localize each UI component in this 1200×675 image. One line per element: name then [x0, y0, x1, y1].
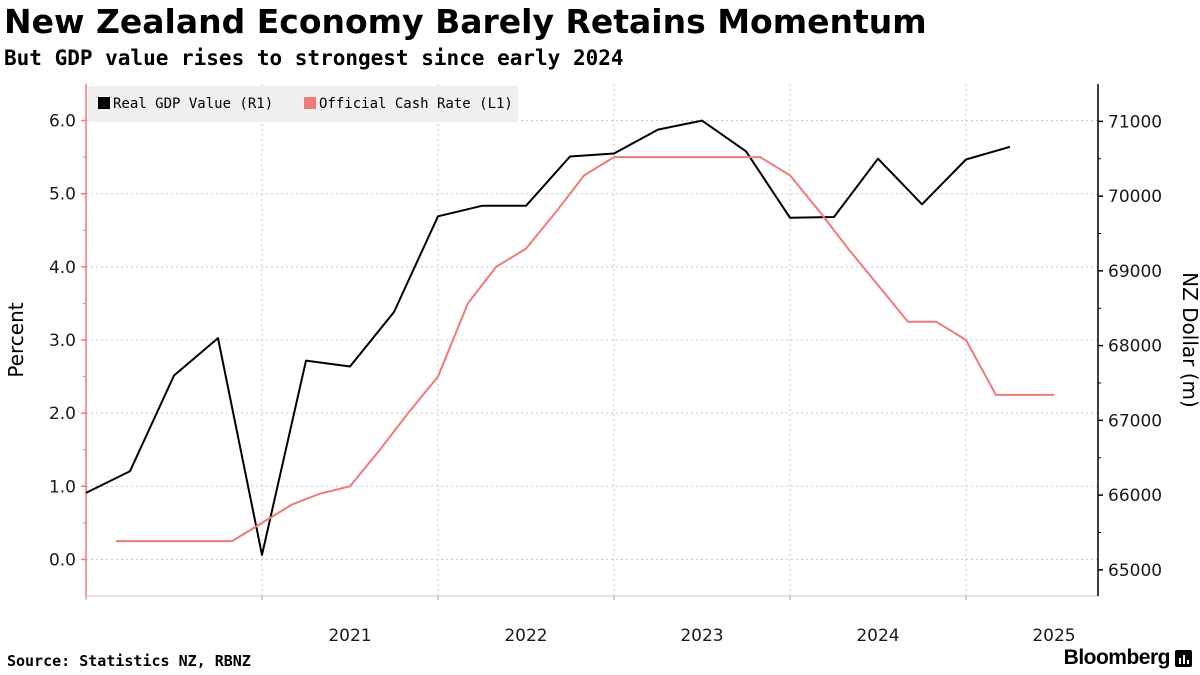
- data-point-ocr: [1053, 394, 1055, 396]
- right-tick-label: 71000: [1108, 112, 1162, 132]
- data-point-gdp: [305, 360, 307, 362]
- legend-swatch: [98, 97, 110, 109]
- left-tick-label: 5.0: [49, 185, 76, 205]
- right-tick-label: 70000: [1108, 187, 1162, 207]
- data-point-ocr: [877, 284, 879, 286]
- data-point-gdp: [217, 337, 219, 339]
- data-point-gdp: [701, 120, 703, 122]
- right-axis-label: NZ Dollar (m): [1178, 272, 1200, 408]
- left-tick-label: 4.0: [49, 258, 76, 278]
- data-point-gdp: [481, 205, 483, 207]
- data-point-ocr: [759, 156, 761, 158]
- data-point-ocr: [671, 156, 673, 158]
- data-point-gdp: [789, 217, 791, 219]
- brand-name: Bloomberg: [1063, 646, 1171, 669]
- data-point-ocr: [115, 540, 117, 542]
- data-point-ocr: [495, 266, 497, 268]
- series-line-ocr: [115, 156, 1054, 543]
- data-point-ocr: [847, 248, 849, 250]
- data-point-ocr: [907, 321, 909, 323]
- data-point-ocr: [231, 540, 233, 542]
- legend-label: Real GDP Value (R1): [113, 96, 273, 112]
- data-point-ocr: [965, 339, 967, 341]
- data-point-gdp: [85, 492, 87, 494]
- legend-swatch: [304, 97, 316, 109]
- right-tick-label: 65000: [1108, 561, 1162, 581]
- right-tick-label: 68000: [1108, 337, 1162, 357]
- data-point-ocr: [407, 412, 409, 414]
- right-tick-label: 66000: [1108, 486, 1162, 506]
- data-point-gdp: [393, 311, 395, 313]
- data-point-ocr: [203, 540, 205, 542]
- data-point-ocr: [173, 540, 175, 542]
- data-point-ocr: [525, 248, 527, 250]
- data-point-gdp: [129, 470, 131, 472]
- right-tick-label: 69000: [1108, 262, 1162, 282]
- data-point-ocr: [789, 174, 791, 176]
- data-point-ocr: [143, 540, 145, 542]
- data-point-gdp: [525, 205, 527, 207]
- data-point-gdp: [569, 156, 571, 158]
- x-tick-label: 2023: [680, 626, 723, 646]
- left-axis-label: Percent: [4, 302, 28, 377]
- data-point-ocr: [379, 449, 381, 451]
- data-point-ocr: [291, 504, 293, 506]
- left-tick-label: 1.0: [49, 477, 76, 497]
- data-point-ocr: [701, 156, 703, 158]
- data-point-gdp: [437, 215, 439, 217]
- legend-box: [88, 86, 518, 122]
- data-point-ocr: [643, 156, 645, 158]
- series-line-gdp: [85, 119, 1011, 556]
- data-point-ocr: [555, 211, 557, 213]
- source-note: Source: Statistics NZ, RBNZ: [7, 652, 251, 670]
- x-tick-label: 2025: [1032, 626, 1075, 646]
- data-point-ocr: [935, 321, 937, 323]
- x-tick-label: 2022: [504, 626, 547, 646]
- data-point-gdp: [877, 158, 879, 160]
- left-tick-label: 2.0: [49, 404, 76, 424]
- left-tick-label: 3.0: [49, 331, 76, 351]
- x-tick-label: 2021: [328, 626, 371, 646]
- x-tick-label: 2024: [856, 626, 899, 646]
- data-point-gdp: [261, 554, 263, 556]
- left-tick-label: 6.0: [49, 112, 76, 132]
- data-point-gdp: [173, 375, 175, 377]
- data-point-ocr: [613, 156, 615, 158]
- data-point-gdp: [745, 150, 747, 152]
- legend-label: Official Cash Rate (L1): [319, 96, 513, 112]
- bloomberg-terminal-icon: [1175, 649, 1192, 667]
- left-tick-label: 0.0: [49, 550, 76, 570]
- brand-logo: Bloomberg: [1064, 646, 1192, 670]
- data-point-gdp: [657, 129, 659, 131]
- data-point-ocr: [319, 493, 321, 495]
- chart-title: New Zealand Economy Barely Retains Momen…: [4, 2, 927, 41]
- data-point-ocr: [583, 174, 585, 176]
- data-point-ocr: [731, 156, 733, 158]
- right-tick-label: 67000: [1108, 411, 1162, 431]
- data-point-ocr: [437, 376, 439, 378]
- data-point-ocr: [261, 522, 263, 524]
- data-point-gdp: [921, 203, 923, 205]
- data-point-gdp: [965, 159, 967, 161]
- chart-subtitle: But GDP value rises to strongest since e…: [4, 46, 624, 70]
- data-point-gdp: [833, 216, 835, 218]
- data-point-ocr: [819, 211, 821, 213]
- data-point-gdp: [1009, 146, 1011, 148]
- data-point-ocr: [349, 485, 351, 487]
- data-point-gdp: [349, 366, 351, 368]
- data-point-ocr: [995, 394, 997, 396]
- data-point-ocr: [467, 302, 469, 304]
- data-point-ocr: [1023, 394, 1025, 396]
- data-point-gdp: [613, 153, 615, 155]
